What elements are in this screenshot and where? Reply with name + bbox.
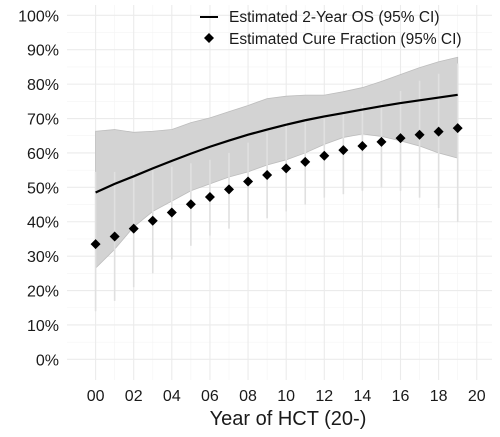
os-line-layer xyxy=(95,93,458,194)
x-tick-label: 14 xyxy=(354,388,372,405)
cure-point xyxy=(338,145,349,156)
x-tick-label: 16 xyxy=(392,388,410,405)
legend-diamond-swatch xyxy=(204,33,214,43)
y-tick-label: 50% xyxy=(27,180,59,197)
os-confidence-band xyxy=(95,56,459,270)
cure-point xyxy=(147,215,158,226)
cure-point xyxy=(319,150,330,161)
x-tick-label: 12 xyxy=(315,388,333,405)
cure-point xyxy=(243,176,254,187)
y-tick-label: 20% xyxy=(27,284,59,301)
cure-point xyxy=(395,133,406,144)
legend-label-os: Estimated 2-Year OS (95% CI) xyxy=(229,9,439,26)
cure-point xyxy=(433,126,444,137)
cure-point xyxy=(90,239,101,250)
x-tick-label: 04 xyxy=(163,388,181,405)
y-tick-label: 100% xyxy=(18,8,59,25)
y-tick-label: 40% xyxy=(27,215,59,232)
legend-label-cure: Estimated Cure Fraction (95% CI) xyxy=(229,31,462,48)
cure-point xyxy=(128,223,139,234)
cure-point xyxy=(223,184,234,195)
cure-point xyxy=(452,123,463,134)
os-line xyxy=(95,93,458,194)
cure-point xyxy=(166,207,177,218)
y-tick-label: 80% xyxy=(27,77,59,94)
x-tick-labels: 00 02 04 06 08 10 12 14 16 18 20 xyxy=(87,388,486,405)
legend: Estimated 2-Year OS (95% CI) Estimated C… xyxy=(200,9,462,48)
x-tick-label: 02 xyxy=(125,388,143,405)
cure-point xyxy=(281,163,292,174)
cure-point xyxy=(185,199,196,210)
x-tick-label: 10 xyxy=(277,388,295,405)
y-tick-label: 90% xyxy=(27,43,59,60)
cure-point xyxy=(376,136,387,147)
cure-point xyxy=(357,141,368,152)
cure-point xyxy=(109,231,120,242)
x-axis-title: Year of HCT (20-) xyxy=(210,408,367,430)
x-tick-label: 20 xyxy=(468,388,486,405)
y-tick-label: 30% xyxy=(27,249,59,266)
cure-points-layer xyxy=(90,123,463,250)
os-confidence-band-layer xyxy=(95,56,459,270)
y-tick-label: 10% xyxy=(27,318,59,335)
y-tick-label: 60% xyxy=(27,146,59,163)
cure-point xyxy=(262,169,273,180)
cure-point xyxy=(300,156,311,167)
y-tick-label: 0% xyxy=(36,352,59,369)
x-tick-label: 00 xyxy=(87,388,105,405)
cure-point xyxy=(414,129,425,140)
x-tick-label: 06 xyxy=(201,388,219,405)
y-tick-label: 70% xyxy=(27,112,59,129)
cure-point xyxy=(204,191,215,202)
x-tick-label: 08 xyxy=(239,388,257,405)
x-tick-label: 18 xyxy=(430,388,448,405)
y-tick-labels: 0% 10% 20% 30% 40% 50% 60% 70% 80% 90% 100% xyxy=(18,8,59,369)
